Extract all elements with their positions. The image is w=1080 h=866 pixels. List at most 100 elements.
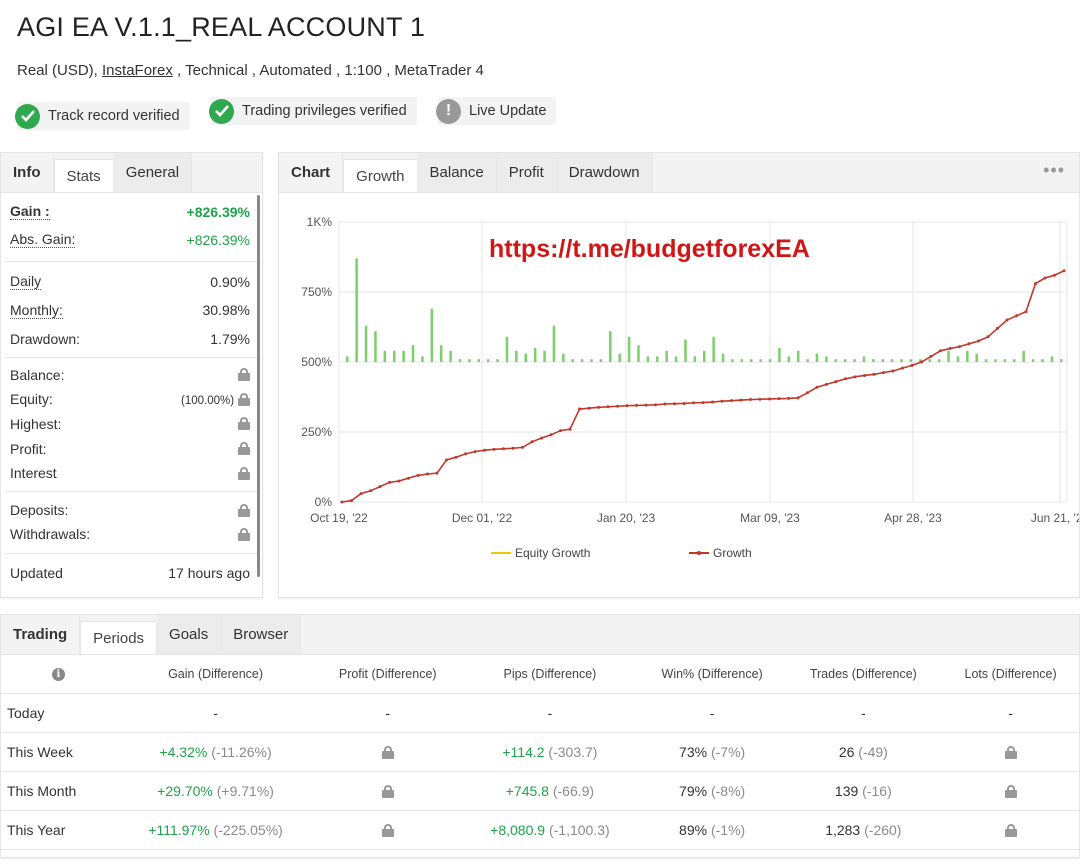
- growth-point: [882, 371, 885, 375]
- growth-point: [673, 402, 676, 406]
- win-diff: (-1%): [710, 821, 746, 838]
- abs-gain-label[interactable]: Abs. Gain:: [10, 231, 76, 248]
- tab-profit[interactable]: Profit: [496, 153, 557, 192]
- growth-point: [530, 440, 534, 444]
- trades-cell: -: [784, 693, 943, 733]
- more-options-icon[interactable]: •••: [1043, 160, 1065, 180]
- daily-bar: [496, 359, 499, 362]
- broker-link[interactable]: InstaForex: [102, 62, 173, 79]
- daily-bar: [637, 345, 640, 362]
- equity-label: Equity:: [10, 390, 53, 407]
- info-icon[interactable]: i: [51, 668, 65, 682]
- lock-icon: [238, 527, 250, 541]
- gain-diff: (-225.05%): [213, 821, 283, 838]
- tab-chart[interactable]: Chart: [279, 153, 344, 192]
- daily-bar: [796, 350, 800, 362]
- periods-table: i Gain (Difference) Profit (Difference) …: [1, 655, 1079, 850]
- growth-point: [416, 473, 420, 477]
- gain-label[interactable]: Gain :: [10, 203, 50, 220]
- withdrawals-row: Withdrawals:: [1, 522, 262, 546]
- daily-bar: [552, 325, 556, 362]
- growth-point: [388, 480, 391, 484]
- divider: [5, 491, 258, 492]
- trades-cell: 26 (-49): [784, 732, 943, 772]
- exclamation-icon: !: [436, 98, 461, 124]
- daily-bar: [402, 350, 405, 362]
- growth-point: [986, 335, 990, 339]
- live-update-badge[interactable]: ! Live Update: [436, 97, 557, 125]
- daily-bar: [665, 350, 668, 362]
- lots-cell: [942, 810, 1079, 850]
- growth-point: [967, 342, 971, 346]
- daily-bar: [975, 353, 978, 362]
- tab-browser[interactable]: Browser: [221, 615, 302, 654]
- gain-cell: -: [115, 693, 316, 733]
- account-subtitle: Real (USD), InstaForex , Technical , Aut…: [17, 62, 484, 79]
- growth-point: [682, 401, 686, 405]
- watermark-text: https://t.me/budgetforexEA: [489, 235, 810, 263]
- growth-point: [730, 399, 733, 403]
- gain-value: +29.70%: [157, 782, 213, 799]
- abs-gain-row: Abs. Gain: +826.39%: [1, 224, 262, 255]
- daily-bar: [740, 359, 744, 362]
- growth-point: [369, 489, 372, 493]
- tab-trading[interactable]: Trading: [1, 615, 81, 654]
- growth-point: [910, 363, 914, 367]
- lock-icon: [238, 466, 250, 480]
- table-row: This Month +29.70% (+9.71%) +745.8 (-66.…: [1, 771, 1079, 811]
- tab-stats[interactable]: Stats: [53, 159, 114, 192]
- growth-point: [378, 485, 382, 489]
- profit-cell: -: [315, 693, 461, 733]
- tab-periods[interactable]: Periods: [80, 621, 158, 654]
- tab-goals[interactable]: Goals: [157, 615, 222, 654]
- daily-bar: [1041, 359, 1044, 362]
- daily-bar: [468, 359, 471, 362]
- daily-value: 0.90%: [210, 273, 250, 290]
- daily-bar: [984, 359, 988, 362]
- x-tick-label: Jan 20, '23: [597, 511, 656, 525]
- growth-point: [578, 407, 581, 411]
- growth-point: [825, 382, 828, 386]
- stats-panel: Info Stats General Gain : +826.39% Abs. …: [0, 152, 263, 598]
- daily-bar: [524, 353, 527, 362]
- subtitle-suffix: , Technical , Automated , 1:100 , MetaTr…: [172, 62, 484, 79]
- scrollbar[interactable]: [257, 195, 260, 577]
- trading-panel: Trading Periods Goals Browser i Gain (Di…: [0, 614, 1080, 858]
- growth-point: [901, 366, 904, 370]
- growth-point: [597, 405, 600, 409]
- daily-bar: [749, 359, 753, 362]
- y-tick-label: 0%: [315, 495, 333, 509]
- monthly-row: Monthly: 30.98%: [1, 295, 262, 325]
- growth-point: [435, 471, 439, 475]
- daily-bar: [477, 359, 481, 362]
- growth-point: [511, 446, 515, 450]
- growth-point: [663, 402, 667, 406]
- daily-label[interactable]: Daily: [10, 273, 42, 290]
- trades-diff: (-260): [864, 821, 902, 838]
- pips-cell: +114.2 (-303.7): [460, 732, 640, 772]
- profit-label: Profit:: [10, 440, 47, 457]
- daily-bar: [1022, 350, 1025, 362]
- tab-growth[interactable]: Growth: [343, 159, 418, 192]
- monthly-label[interactable]: Monthly:: [10, 301, 63, 319]
- tab-general[interactable]: General: [113, 153, 193, 192]
- trading-privileges-badge: Trading privileges verified: [209, 97, 417, 125]
- daily-bar: [919, 359, 922, 362]
- tab-info[interactable]: Info: [1, 153, 54, 192]
- growth-point: [616, 404, 619, 408]
- daily-bar: [843, 359, 847, 362]
- trades-cell: 139 (-16): [784, 771, 943, 811]
- tab-drawdown[interactable]: Drawdown: [556, 153, 653, 192]
- daily-bar: [966, 350, 969, 362]
- growth-point: [540, 436, 543, 440]
- lock-icon: [1004, 746, 1017, 760]
- daily-bar: [872, 359, 875, 362]
- balance-row: Balance:: [1, 358, 262, 386]
- daily-bar: [937, 359, 941, 362]
- daily-bar: [543, 350, 546, 362]
- tab-balance[interactable]: Balance: [417, 153, 497, 192]
- daily-bar: [1050, 356, 1054, 362]
- profit-cell: [315, 732, 461, 772]
- lock-icon: [381, 785, 394, 799]
- header-info: i: [1, 655, 116, 694]
